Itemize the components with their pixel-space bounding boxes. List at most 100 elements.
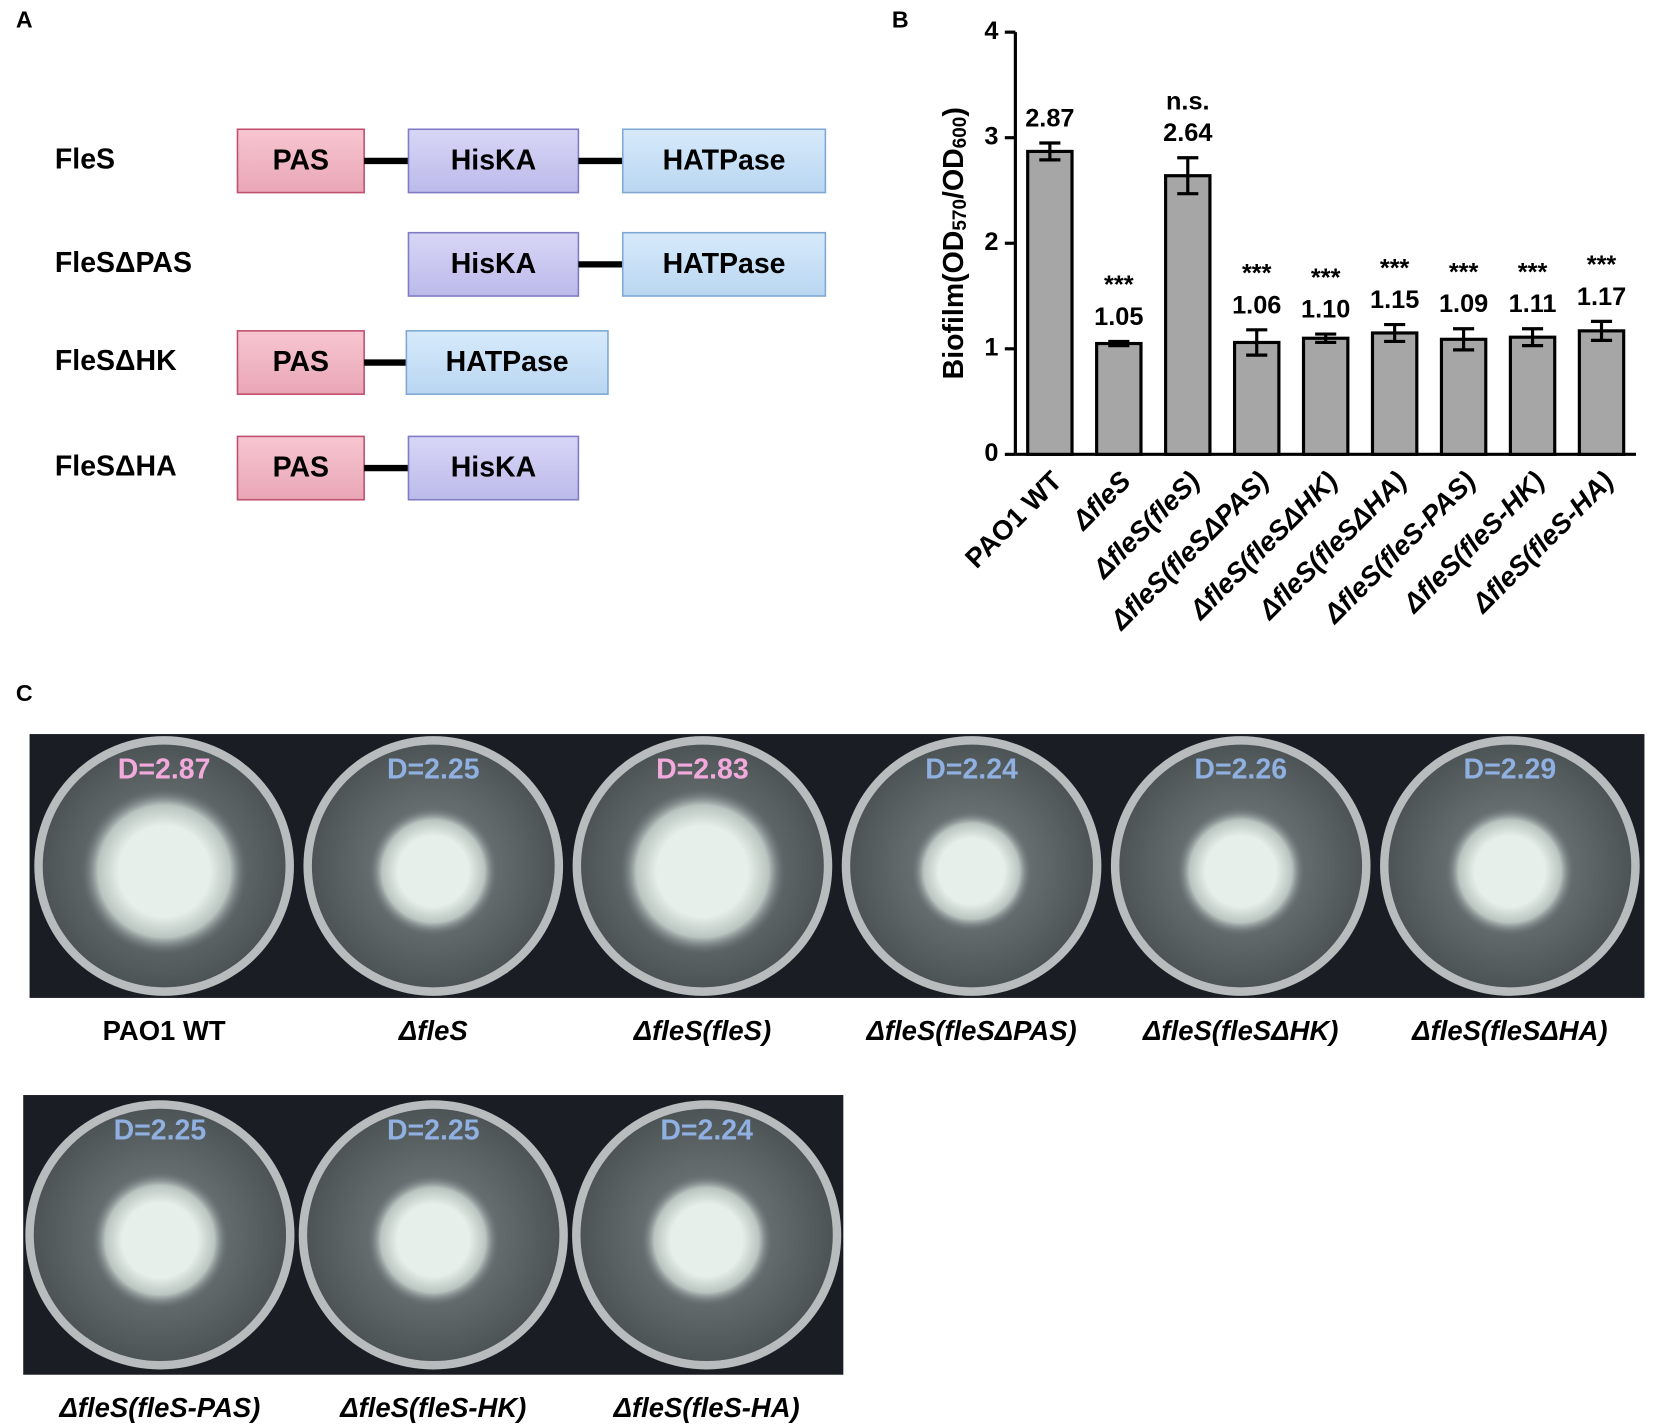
error-bar: [1384, 322, 1406, 343]
value-label: 1.11: [1509, 290, 1557, 318]
panel-label: B: [892, 7, 909, 33]
y-tick-label: 3: [984, 122, 998, 150]
diameter-label: D=2.29: [1464, 754, 1557, 786]
x-tick-label: PAO1 WT: [959, 465, 1068, 574]
error-bar: [1108, 339, 1130, 348]
bar: [1577, 329, 1626, 456]
diameter-label: D=2.25: [387, 754, 480, 786]
protein-name: FleSΔHA: [55, 451, 177, 483]
y-axis-label-part: ): [938, 107, 970, 117]
bar: [1301, 336, 1350, 456]
bar: [1508, 335, 1557, 456]
error-bar: [1453, 327, 1475, 352]
error-bar: [1315, 332, 1337, 345]
domain-label: PAS: [273, 452, 329, 484]
plate-label: ΔfleS(fleS-HA): [613, 1392, 800, 1423]
colony: [911, 811, 1032, 932]
value-label: 2.87: [1025, 104, 1074, 132]
domain-label: HATPase: [446, 346, 569, 378]
y-tick-label: 4: [984, 17, 998, 45]
protein-name: FleS: [55, 143, 115, 175]
domain-label: PAS: [273, 145, 329, 177]
value-label: 2.64: [1163, 119, 1212, 147]
domain-label: HATPase: [663, 145, 786, 177]
diameter-label: D=2.24: [660, 1115, 753, 1147]
colony: [369, 807, 498, 936]
plate-label: ΔfleS(fleS-PAS): [58, 1392, 260, 1423]
diameter-label: D=2.26: [1194, 754, 1287, 786]
y-tick-label: 0: [984, 439, 998, 467]
domain-label: HATPase: [663, 248, 786, 280]
y-axis-label: Biofilm(OD570/OD600): [938, 107, 971, 379]
colony: [619, 788, 786, 954]
y-axis-label-part: 570: [950, 199, 971, 231]
diameter-label: D=2.87: [118, 754, 211, 786]
y-tick-label: 1: [984, 333, 998, 361]
plate-label: ΔfleS(fleSΔHA): [1411, 1015, 1607, 1046]
error-bar: [1246, 328, 1268, 357]
diameter-label: D=2.25: [114, 1115, 207, 1147]
panel-label: A: [16, 7, 33, 33]
domain-box: [621, 231, 827, 297]
domain-box: [407, 231, 580, 297]
colony: [91, 1171, 229, 1309]
protein-name: FleSΔPAS: [55, 247, 192, 279]
plate-label: ΔfleS(fleS-HK): [339, 1392, 526, 1423]
domain-box: [407, 128, 580, 194]
y-tick-label: 2: [984, 228, 998, 256]
diameter-label: D=2.24: [925, 754, 1018, 786]
diameter-label: D=2.25: [387, 1115, 480, 1147]
domain-label: HisKA: [451, 452, 536, 484]
colony: [641, 1174, 773, 1306]
significance: ***: [1449, 259, 1479, 287]
domain-box: [407, 435, 580, 501]
domain-box: [236, 128, 365, 194]
significance: ***: [1587, 251, 1617, 279]
significance: ***: [1242, 260, 1272, 288]
error-bar: [1039, 141, 1061, 162]
y-axis-label-part: 600: [950, 117, 971, 149]
colony: [367, 1174, 499, 1306]
y-axis-label-part: /OD: [938, 148, 970, 199]
significance: ***: [1380, 254, 1410, 282]
domain-box: [236, 330, 365, 395]
plate-label: ΔfleS(fleSΔHK): [1142, 1015, 1338, 1046]
domain-label: HisKA: [451, 248, 536, 280]
value-label: 1.09: [1439, 290, 1488, 318]
domain-box: [621, 128, 827, 194]
bar: [1370, 331, 1419, 456]
significance: ***: [1518, 259, 1548, 287]
bar: [1026, 149, 1074, 456]
bar: [1439, 337, 1488, 456]
value-label: 1.17: [1577, 283, 1626, 311]
diameter-label: D=2.83: [656, 754, 749, 786]
plate-background: [29, 734, 1645, 998]
significance: ***: [1104, 271, 1134, 299]
protein-name: FleSΔHK: [55, 345, 177, 377]
value-label: 1.15: [1370, 286, 1419, 314]
value-label: 1.10: [1301, 295, 1350, 323]
colony: [1176, 807, 1305, 936]
panel-label: C: [16, 680, 33, 706]
domain-box: [405, 330, 609, 395]
bar: [1095, 341, 1143, 456]
plate-label: ΔfleS: [398, 1015, 468, 1046]
bar: [1232, 340, 1281, 456]
error-bar: [1177, 156, 1199, 196]
domain-label: PAS: [273, 346, 329, 378]
value-label: 1.06: [1232, 291, 1281, 319]
plate-label: ΔfleS(fleSΔPAS): [866, 1015, 1077, 1046]
error-bar: [1522, 327, 1544, 348]
domain-label: HisKA: [451, 145, 536, 177]
bar: [1164, 174, 1212, 456]
significance: ***: [1311, 264, 1341, 292]
error-bar: [1590, 319, 1613, 342]
colony: [81, 788, 247, 954]
y-axis-label-part: Biofilm(OD: [938, 231, 970, 380]
value-label: 1.05: [1094, 303, 1143, 331]
significance: n.s.: [1166, 88, 1210, 116]
plate-label: ΔfleS(fleS): [633, 1015, 771, 1046]
plate-label: PAO1 WT: [103, 1015, 226, 1046]
colony: [1445, 807, 1574, 936]
